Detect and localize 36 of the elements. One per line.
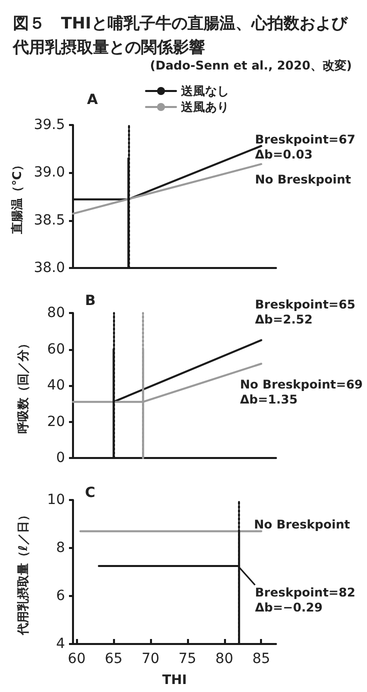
- y-tick-label: 4: [56, 636, 66, 652]
- x-tick-label: 80: [215, 651, 234, 667]
- x-tick-label: 75: [178, 651, 196, 667]
- y-axis-title: 代用乳摂取量（ℓ／日）: [16, 509, 30, 636]
- chart-title: 図５ THIと哺乳子牛の直腸温、心拍数および代用乳摂取量との関係影響: [12, 14, 348, 56]
- y-tick-label: 38.5: [34, 212, 65, 228]
- y-tick-label: 80: [47, 305, 65, 321]
- legend-label: 送風あり: [180, 100, 229, 114]
- annotation: No Breskpoint: [254, 518, 350, 532]
- y-tick-label: 10: [47, 492, 65, 508]
- annotation: Breskpoint=67 Δb=0.03: [255, 132, 356, 162]
- chart-title: B: [85, 293, 96, 309]
- y-tick-label: 60: [47, 341, 65, 358]
- annotation: Breskpoint=82 Δb=−0.29: [255, 586, 356, 614]
- annotation: Breskpoint=65 Δb=2.52: [255, 298, 356, 326]
- y-axis-title: 呼吸数（回／分）: [16, 338, 30, 434]
- y-tick-label: 39.0: [34, 164, 65, 181]
- annotation: No Breskpoint=69 Δb=1.35: [240, 378, 363, 406]
- y-axis-title: 直腸温（℃）: [10, 159, 24, 235]
- annotation: No Breskpoint: [255, 172, 352, 186]
- x-tick-label: 70: [142, 651, 160, 667]
- x-tick-label: 85: [252, 651, 270, 667]
- x-axis-title: THI: [162, 673, 187, 688]
- y-tick-label: 8: [56, 540, 65, 556]
- y-tick-label: 20: [47, 414, 65, 430]
- x-tick-label: 60: [68, 651, 86, 667]
- chart-subtitle: A: [87, 92, 98, 108]
- text: (Dado-Senn et al., 2020、改変): [150, 58, 352, 72]
- chart-title: C: [85, 485, 96, 501]
- y-tick-label: 0: [56, 450, 65, 466]
- x-tick-label: 65: [104, 651, 123, 667]
- y-tick-label: 6: [56, 588, 66, 604]
- y-tick-label: 38.0: [34, 260, 65, 276]
- legend-label: 送風なし: [180, 84, 229, 98]
- y-tick-label: 40: [47, 378, 65, 394]
- y-tick-label: 39.5: [34, 117, 65, 133]
